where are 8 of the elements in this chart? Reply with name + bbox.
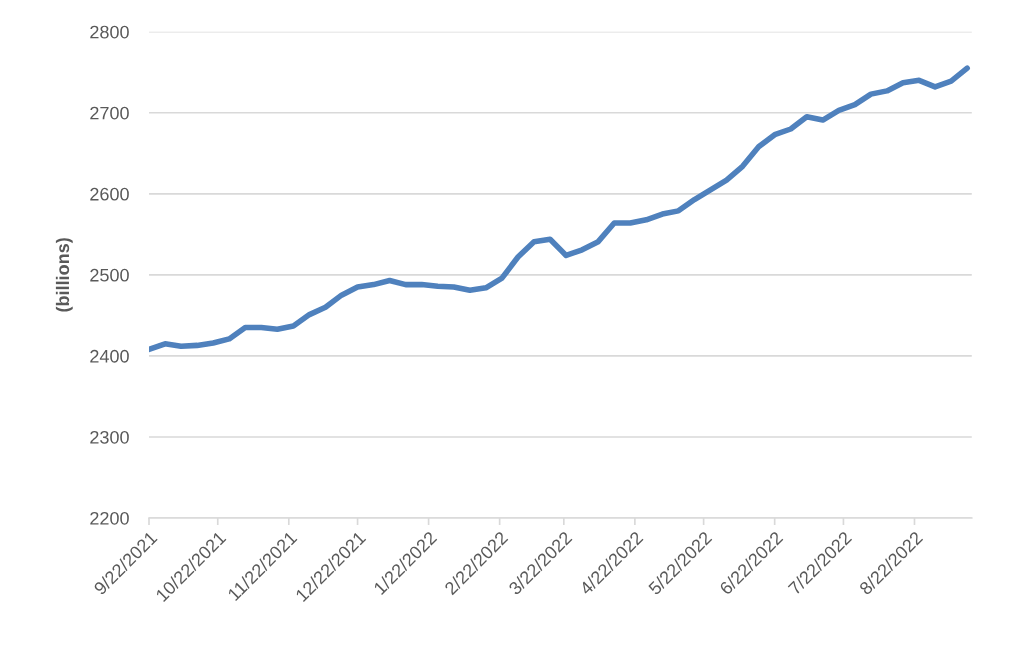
y-axis-title: (billions) [55, 238, 73, 312]
y-tick-label: 2200 [90, 511, 129, 525]
y-tick-label: 2600 [90, 187, 129, 201]
y-tick-label: 2800 [90, 25, 129, 39]
y-tick-label: 2700 [90, 106, 129, 120]
y-tick-label: 2300 [90, 430, 129, 444]
y-tick-label: 2400 [90, 349, 129, 363]
y-tick-label: 2500 [90, 268, 129, 282]
